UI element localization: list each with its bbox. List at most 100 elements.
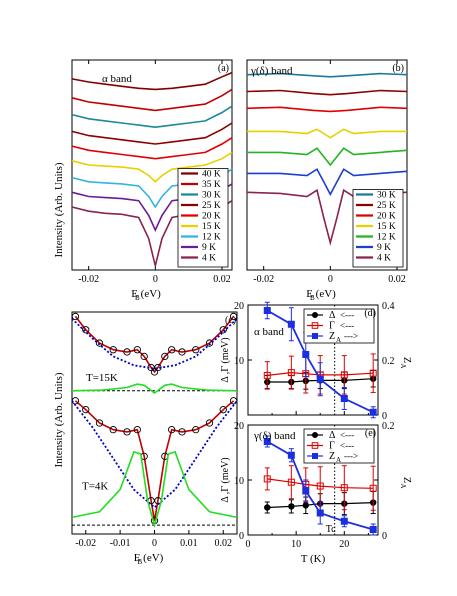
panel-d-marker-za	[302, 351, 310, 358]
panel-c-xtick-label: 0	[152, 538, 157, 549]
panel-e-xlabel: T (K)	[301, 553, 326, 565]
panel-c-series-5	[71, 450, 238, 529]
panel-c-series-4	[71, 400, 238, 509]
panel-c-datapoint	[71, 312, 80, 321]
panel-b-xlabel-sub: B	[310, 294, 315, 302]
panel-b-frame	[246, 59, 408, 271]
panel-a-series-5	[71, 151, 233, 183]
panel-c-datapoint	[109, 426, 117, 434]
panel-e-marker-delta	[288, 503, 295, 510]
panel-d-label: (d)	[364, 308, 376, 319]
panel-c-datapoint	[95, 419, 104, 427]
panel-c-datapoint	[192, 426, 200, 434]
panel-e-band-label: γ(δ) band	[253, 430, 296, 442]
panel-e-ytick-left-label: 0	[239, 531, 244, 542]
panel-d-ytick-right-label: 0.4	[382, 301, 395, 312]
panel-e-legend-arrow: --->	[344, 451, 358, 461]
panel-c-datapoint	[82, 406, 90, 414]
panel-d-ylabel-right-sub: A	[399, 363, 407, 368]
panel-c-datapoint	[178, 348, 186, 356]
panel-e-marker-gamma	[316, 482, 324, 490]
panel-e-legend-marker	[312, 432, 318, 438]
panel-e-legend-label: Γ	[329, 441, 335, 452]
panel-b-xtick-label: 0	[328, 274, 333, 285]
panel-c-label: (c)	[225, 315, 236, 326]
panel-e-legend-label: Z	[329, 451, 335, 462]
panel-d-marker-gamma	[287, 369, 295, 377]
panel-c-series-0	[74, 315, 235, 374]
panel-e-xtick-label: 0	[246, 539, 251, 550]
panel-e-ytick-left-label: 20	[234, 421, 244, 432]
panel-c-xtick-label: 0.01	[180, 538, 198, 549]
panel-a-series-0	[71, 71, 233, 91]
panel-e-series-line-0	[267, 502, 374, 509]
panel-a-xtick-label: 0	[153, 274, 158, 285]
panel-c-datapoint	[109, 346, 117, 354]
panel-d-marker-gamma	[263, 371, 271, 379]
panel-d-marker-za	[340, 395, 348, 402]
panel-d-marker-gamma	[369, 369, 377, 377]
panel-d-ytick-right-label: 0	[382, 411, 387, 422]
panel-c-xtick-label: 0.02	[215, 538, 233, 549]
panel-c-xtick-label: -0.02	[75, 538, 96, 549]
panel-a-legend-label: 4 K	[202, 254, 216, 264]
panel-c-datapoint	[229, 312, 238, 321]
panel-d-legend-arrow: <---	[340, 321, 354, 331]
panel-e-legend-label-sub: A	[336, 456, 341, 464]
panel-c-datapoint	[133, 426, 141, 434]
panel-a-series-2	[71, 105, 233, 129]
panel-d-legend-marker	[311, 322, 319, 329]
panel-d-ytick-left-label: 10	[234, 356, 244, 367]
panel-a-frame	[71, 59, 233, 271]
panel-c-annotation-4k: T=4K	[82, 481, 108, 493]
panel-e-ylabel-left: Δ ,Γ (meV)	[220, 457, 231, 502]
panel-e-marker-za	[302, 487, 310, 495]
panel-d-legend-marker	[312, 333, 318, 339]
panel-b-series-2	[246, 106, 408, 113]
panel-e-marker-gamma	[369, 484, 377, 492]
shared-ylabel-bottom: Intensity (Arb. Units)	[53, 372, 65, 467]
panel-c-xlabel: E (eV)	[134, 552, 164, 564]
panel-e-marker-delta	[302, 502, 309, 509]
panel-e-legend-arrow: <---	[340, 441, 354, 451]
panel-c-datapoint	[95, 339, 104, 347]
panel-d-band-label: α band	[254, 326, 284, 338]
panel-c-annotation-15k: T=15K	[86, 372, 118, 384]
panel-d-ytick-left-label: 20	[234, 301, 244, 312]
panel-e-series-line-2	[266, 440, 374, 531]
panel-a-series-1	[71, 88, 233, 112]
panel-b-xtick-label: 0.02	[388, 274, 406, 285]
panel-d-ytick-right-label: 0.2	[382, 356, 395, 367]
panel-e-marker-delta	[264, 504, 271, 511]
panel-c-datapoint	[168, 346, 176, 354]
panel-a-xtick-label: 0.02	[213, 274, 231, 285]
panel-b-legend-label: 25 K	[377, 201, 396, 211]
panel-e-legend-label: Δ	[329, 430, 336, 441]
panel-c-datapoint	[168, 426, 176, 434]
panel-c-series-1	[71, 318, 238, 370]
panel-a-xlabel: E (eV)	[131, 288, 161, 300]
panel-b-label: (b)	[392, 63, 404, 74]
panel-c-datapoint	[192, 346, 200, 354]
panel-a-legend-label: 15 K	[202, 222, 221, 232]
panel-d-marker-za	[369, 408, 377, 416]
panel-c-datapoint	[133, 346, 141, 354]
panel-e-marker-gamma	[287, 478, 295, 486]
panel-b-series-0	[246, 72, 408, 78]
panel-a-band-label: α band	[102, 73, 132, 85]
panel-b-legend-label: 20 K	[377, 212, 396, 222]
panel-c-xtick-label: -0.01	[110, 538, 131, 549]
panel-c-datapoint	[205, 339, 214, 347]
panel-d-ylabel-right: Z	[401, 357, 412, 363]
panel-c-datapoint	[123, 428, 131, 436]
panel-b-legend-label: 9 K	[377, 243, 391, 253]
panel-c-datapoint	[140, 352, 148, 361]
panel-b-xtick-label: -0.02	[253, 274, 274, 285]
panel-e-ytick-right-label: 0	[382, 531, 387, 542]
panel-b-series-3	[247, 128, 407, 139]
panel-a-xtick-label: -0.02	[78, 274, 99, 285]
panel-d-legend-label: Z	[329, 331, 335, 342]
panel-e-marker-za	[287, 451, 295, 459]
